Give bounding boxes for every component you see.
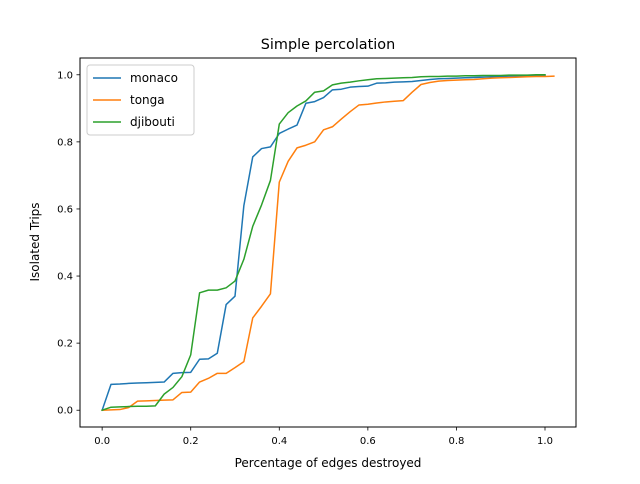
- y-ticks: 0.0 0.2 0.4 0.6 0.8 1.0: [57, 70, 80, 417]
- x-ticks: 0.0 0.2 0.4 0.6 0.8 1.0: [94, 427, 553, 447]
- y-tick-label: 0.6: [57, 204, 73, 215]
- x-tick-label: 0.2: [183, 436, 199, 447]
- x-tick-label: 0.6: [360, 436, 376, 447]
- legend-box: [86, 64, 195, 136]
- legend-label-tonga: tonga: [130, 93, 165, 107]
- legend: monaco tonga djibouti: [86, 64, 195, 136]
- x-tick-label: 0.8: [448, 436, 464, 447]
- x-tick-label: 1.0: [537, 436, 553, 447]
- y-tick-label: 0.0: [57, 406, 73, 417]
- legend-label-monaco: monaco: [130, 71, 178, 85]
- series-line-monaco: [101, 74, 546, 412]
- x-tick-label: 0.0: [94, 436, 110, 447]
- series-line-tonga: [101, 75, 555, 412]
- legend-label-djibouti: djibouti: [130, 115, 175, 129]
- y-axis-label: Isolated Trips: [28, 202, 42, 281]
- y-tick-label: 0.8: [57, 137, 73, 148]
- chart-title: Simple percolation: [261, 37, 395, 53]
- series-line-djibouti: [101, 74, 546, 412]
- plot-lines: [101, 74, 555, 412]
- x-tick-label: 0.4: [271, 436, 287, 447]
- axes-frame: [79, 57, 577, 428]
- y-tick-label: 0.4: [57, 272, 73, 283]
- y-tick-label: 0.2: [57, 339, 73, 350]
- x-axis-label: Percentage of edges destroyed: [235, 456, 422, 470]
- y-tick-label: 1.0: [57, 70, 73, 81]
